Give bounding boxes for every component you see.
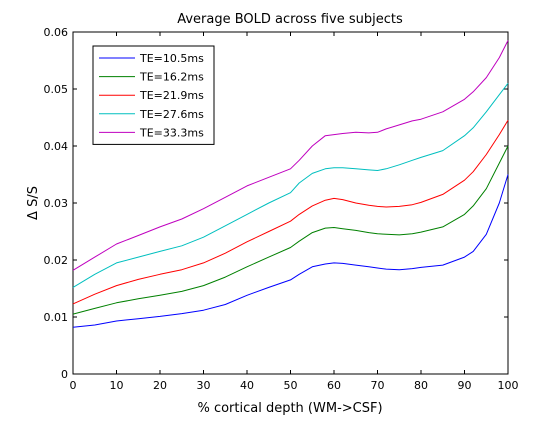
y-tick-label: 0.04	[44, 140, 69, 153]
x-axis-label: % cortical depth (WM->CSF)	[197, 401, 382, 416]
x-tick-label: 20	[153, 379, 167, 392]
y-tick-label: 0.01	[44, 311, 69, 324]
x-tick-label: 80	[414, 379, 428, 392]
y-tick-label: 0.05	[44, 83, 69, 96]
x-tick-label: 100	[498, 379, 519, 392]
axis-ticks: 0 10 20 30 40 50 60 70 80 90 100 0 0.01 0.02 0.03 0.04 0…	[44, 26, 519, 392]
legend-entry: TE=21.9ms	[139, 89, 204, 102]
x-tick-label: 10	[110, 379, 124, 392]
legend-entry: TE=27.6ms	[139, 108, 204, 121]
series-line-te-27-6ms	[72, 82, 509, 288]
series-line-te-16-2ms	[72, 145, 509, 315]
y-tick-label: 0.03	[44, 197, 69, 210]
chart-title: Average BOLD across five subjects	[177, 12, 403, 27]
x-tick-label: 40	[240, 379, 254, 392]
legend-entry: TE=33.3ms	[139, 126, 204, 139]
legend: TE=10.5ms TE=16.2ms TE=21.9ms TE=27.6ms TE=3…	[92, 45, 215, 145]
y-tick-label: 0.02	[44, 254, 69, 267]
x-tick-label: 50	[284, 379, 298, 392]
y-axis-label: Δ S/S	[26, 186, 41, 220]
x-tick-label: 0	[70, 379, 77, 392]
x-tick-label: 60	[327, 379, 341, 392]
y-tick-label: 0	[61, 368, 68, 381]
series-line-te-21-9ms	[72, 120, 509, 305]
legend-entry: TE=16.2ms	[139, 71, 204, 84]
series-line-te-33-3ms	[72, 40, 509, 271]
x-tick-label: 70	[371, 379, 385, 392]
y-tick-label: 0.06	[44, 26, 69, 39]
legend-entry: TE=10.5ms	[139, 52, 204, 65]
x-tick-label: 30	[197, 379, 211, 392]
x-tick-label: 90	[458, 379, 472, 392]
series-line-te-10-5ms	[72, 174, 509, 328]
series-lines	[72, 40, 509, 328]
